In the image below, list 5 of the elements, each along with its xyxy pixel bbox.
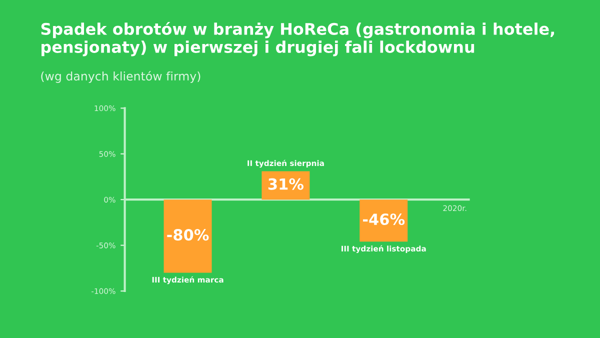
data-label: 31% bbox=[268, 178, 304, 190]
data-label: -46% bbox=[362, 213, 405, 226]
chart-title: Spadek obrotów w branży HoReCa (gastronomia i hotele, pensjonaty) w pierwszej i drugiej fali lockdownu bbox=[41, 22, 554, 56]
data-label: -80% bbox=[167, 229, 209, 241]
chart-subtitle: (wg danych klientów firmy) bbox=[41, 70, 200, 83]
